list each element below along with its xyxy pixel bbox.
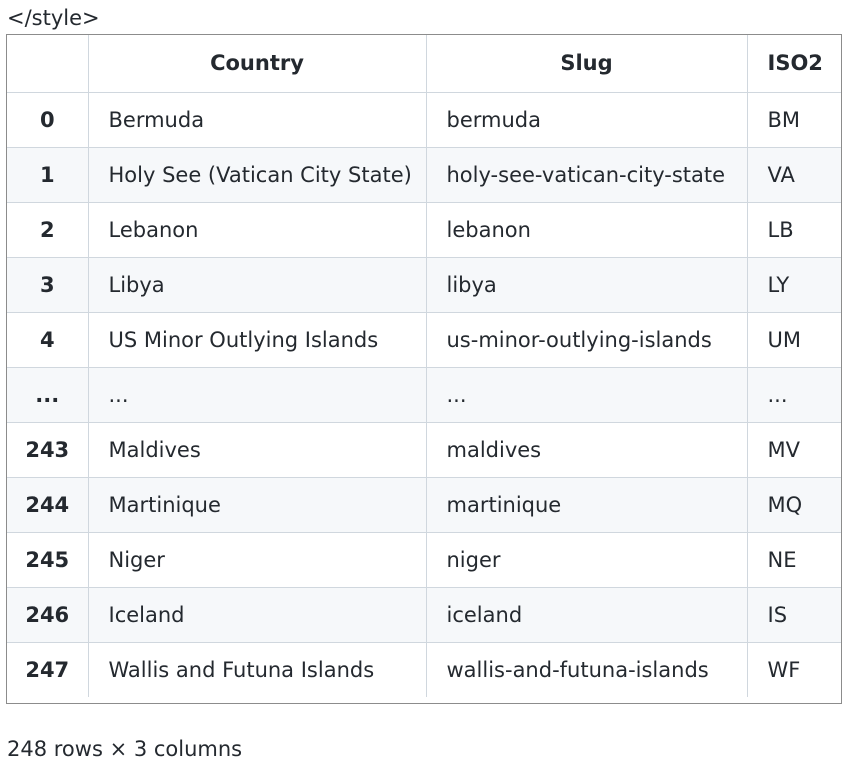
country-cell: ... (87, 366, 427, 423)
table-header-row: Country Slug ISO2 (7, 35, 841, 93)
table-row: 243 Maldives maldives MV (7, 421, 841, 478)
slug-cell: martinique (425, 476, 748, 533)
iso2-cell: NE (746, 531, 841, 588)
row-index: 246 (7, 586, 89, 643)
table-row: 245 Niger niger NE (7, 531, 841, 588)
table-row: 246 Iceland iceland IS (7, 586, 841, 643)
country-cell: Niger (87, 531, 427, 588)
table-row: 247 Wallis and Futuna Islands wallis-and… (7, 641, 841, 697)
table-row: 1 Holy See (Vatican City State) holy-see… (7, 146, 841, 203)
dataframe-table-container: Country Slug ISO2 0 Bermuda bermuda BM 1… (6, 34, 842, 704)
row-index: 0 (7, 92, 89, 148)
slug-cell: holy-see-vatican-city-state (425, 146, 748, 203)
table-row: 0 Bermuda bermuda BM (7, 92, 841, 148)
country-cell: Iceland (87, 586, 427, 643)
iso2-cell: WF (746, 641, 841, 697)
table-shape-summary: 248 rows × 3 columns (7, 737, 243, 761)
row-index: ... (7, 366, 89, 423)
slug-header: Slug (425, 35, 748, 93)
iso2-cell: BM (746, 92, 841, 148)
iso2-cell: IS (746, 586, 841, 643)
style-tag-text: </style> (7, 6, 100, 30)
slug-cell: us-minor-outlying-islands (425, 311, 748, 368)
slug-cell: iceland (425, 586, 748, 643)
row-index: 1 (7, 146, 89, 203)
table-row: 2 Lebanon lebanon LB (7, 201, 841, 258)
country-cell: Bermuda (87, 92, 427, 148)
iso2-cell: MQ (746, 476, 841, 533)
table-row: 3 Libya libya LY (7, 256, 841, 313)
row-index: 243 (7, 421, 89, 478)
dataframe-table: Country Slug ISO2 0 Bermuda bermuda BM 1… (7, 35, 841, 697)
iso2-cell: LY (746, 256, 841, 313)
country-cell: Martinique (87, 476, 427, 533)
row-index: 2 (7, 201, 89, 258)
row-index: 245 (7, 531, 89, 588)
country-cell: Maldives (87, 421, 427, 478)
country-cell: Holy See (Vatican City State) (87, 146, 427, 203)
table-row: 244 Martinique martinique MQ (7, 476, 841, 533)
iso2-cell: LB (746, 201, 841, 258)
slug-cell: ... (425, 366, 748, 423)
iso2-cell: MV (746, 421, 841, 478)
table-row: 4 US Minor Outlying Islands us-minor-out… (7, 311, 841, 368)
slug-cell: bermuda (425, 92, 748, 148)
country-cell: Lebanon (87, 201, 427, 258)
slug-cell: maldives (425, 421, 748, 478)
row-index: 4 (7, 311, 89, 368)
slug-cell: niger (425, 531, 748, 588)
slug-cell: libya (425, 256, 748, 313)
index-header (7, 35, 89, 93)
slug-cell: lebanon (425, 201, 748, 258)
row-index: 247 (7, 641, 89, 697)
iso2-cell: UM (746, 311, 841, 368)
country-cell: Libya (87, 256, 427, 313)
table-row-ellipsis: ... ... ... ... (7, 366, 841, 423)
country-header: Country (87, 35, 427, 93)
row-index: 3 (7, 256, 89, 313)
iso2-cell: ... (746, 366, 841, 423)
country-cell: US Minor Outlying Islands (87, 311, 427, 368)
country-cell: Wallis and Futuna Islands (87, 641, 427, 697)
slug-cell: wallis-and-futuna-islands (425, 641, 748, 697)
iso2-cell: VA (746, 146, 841, 203)
iso2-header: ISO2 (746, 35, 841, 93)
row-index: 244 (7, 476, 89, 533)
